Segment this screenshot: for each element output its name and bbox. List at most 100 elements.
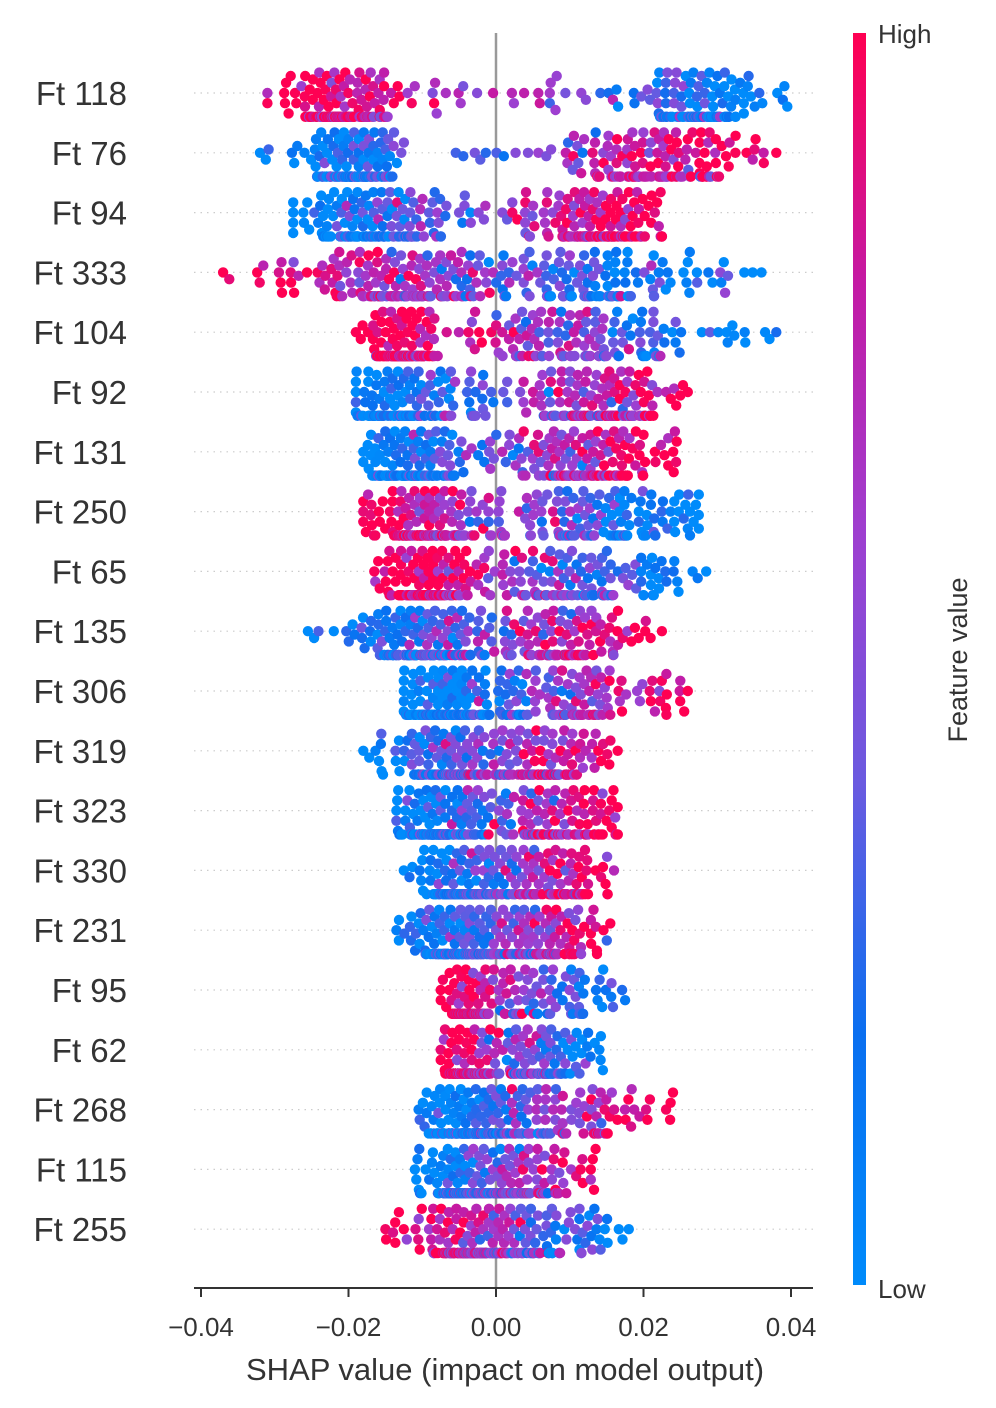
shap-point	[595, 291, 606, 302]
shap-point	[424, 277, 435, 288]
shap-point	[416, 875, 427, 886]
shap-point	[354, 257, 365, 268]
shap-point	[590, 728, 601, 739]
shap-point	[409, 81, 420, 92]
shap-point	[626, 151, 637, 162]
shap-point	[696, 327, 707, 338]
shap-point	[597, 190, 609, 201]
shap-point	[544, 98, 555, 109]
shap-point	[466, 486, 477, 497]
shap-point	[638, 470, 649, 481]
shap-point	[534, 380, 545, 391]
shap-point	[299, 101, 311, 112]
shap-point	[562, 137, 574, 148]
shap-point	[532, 429, 544, 440]
shap-point	[587, 270, 599, 281]
shap-point	[456, 267, 467, 278]
shap-point	[675, 696, 686, 707]
shap-point	[627, 313, 639, 324]
shap-point	[632, 277, 644, 288]
shap-point	[595, 798, 607, 809]
shap-point	[629, 98, 640, 109]
shap-point	[684, 287, 695, 298]
shap-point	[325, 231, 336, 242]
shap-point	[718, 257, 729, 268]
shap-point	[485, 590, 496, 601]
shap-point	[673, 147, 685, 158]
shap-point	[533, 87, 544, 99]
shap-point	[368, 187, 379, 198]
shap-point	[362, 260, 374, 271]
shap-point	[456, 246, 467, 258]
shap-point	[636, 91, 647, 102]
shap-point	[393, 187, 404, 198]
shap-point	[328, 187, 340, 198]
shap-point	[483, 829, 494, 840]
shap-point	[543, 327, 554, 338]
shap-point	[617, 193, 628, 205]
shap-point	[573, 157, 584, 169]
shap-point	[317, 260, 328, 271]
shap-point	[569, 267, 580, 278]
shap-point	[552, 675, 564, 686]
shap-point	[653, 267, 664, 278]
shap-point	[701, 77, 713, 89]
shap-point	[713, 327, 724, 338]
shap-point	[624, 366, 635, 377]
shap-point	[589, 246, 600, 258]
shap-point	[720, 151, 732, 162]
shap-point	[521, 407, 532, 418]
shap-point	[612, 101, 624, 112]
shap-point	[398, 137, 410, 148]
shap-point	[623, 187, 635, 198]
shap-point	[285, 277, 297, 288]
shap-point	[668, 467, 679, 478]
shap-point	[498, 386, 509, 398]
shap-point	[569, 221, 580, 232]
shap-point	[645, 274, 656, 285]
shap-point	[584, 639, 595, 650]
shap-point	[258, 260, 269, 271]
shap-point	[608, 649, 619, 661]
shap-point	[682, 685, 693, 697]
shap-point	[563, 320, 574, 331]
shap-point	[638, 429, 649, 440]
shap-point	[463, 327, 474, 338]
shap-point	[694, 137, 705, 148]
shap-point	[521, 668, 532, 680]
shap-point	[707, 101, 719, 112]
shap-point	[564, 310, 576, 321]
shap-point	[601, 851, 613, 862]
shap-point	[298, 207, 309, 218]
shap-point	[553, 257, 565, 268]
shap-point	[386, 246, 397, 258]
shap-point	[350, 386, 362, 398]
shap-point	[479, 689, 490, 700]
shap-point	[405, 187, 416, 198]
shap-point	[661, 689, 672, 700]
shap-point	[545, 144, 557, 155]
shap-point	[217, 267, 229, 278]
shap-point	[354, 246, 366, 258]
shap-point	[392, 366, 404, 377]
shap-point	[674, 347, 685, 358]
shap-point	[719, 287, 731, 298]
shap-point	[696, 127, 707, 138]
shap-point	[389, 257, 401, 268]
shap-point	[710, 134, 722, 145]
shap-point	[316, 127, 327, 138]
shap-point	[328, 626, 339, 637]
shap-point	[415, 204, 426, 215]
shap-point	[730, 111, 741, 123]
shap-point	[511, 270, 522, 281]
shap-point	[484, 709, 495, 720]
shap-point	[354, 277, 365, 288]
shap-point	[382, 111, 393, 123]
shap-point	[590, 280, 601, 292]
shap-point	[670, 337, 681, 348]
shap-point	[691, 267, 703, 278]
shap-point	[545, 291, 557, 302]
shap-point	[363, 366, 374, 377]
shap-point	[547, 728, 558, 739]
shap-point	[486, 530, 497, 541]
